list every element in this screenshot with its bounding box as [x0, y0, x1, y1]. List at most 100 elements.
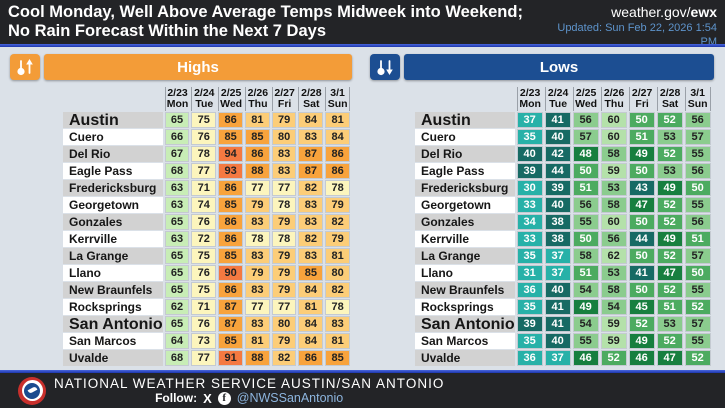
temp-cell: 35	[516, 248, 543, 264]
nws-logo	[18, 376, 46, 405]
column-date: 2/28	[301, 87, 322, 99]
temp-cell: 83	[325, 316, 350, 332]
footer: NATIONAL WEATHER SERVICE AUSTIN/SAN ANTO…	[0, 373, 725, 408]
column-date: 2/28	[659, 87, 681, 99]
table-row: Cuero 66 76 85 85 80 83 84	[63, 129, 350, 145]
temp-cell: 64	[164, 333, 190, 349]
temp-cell: 81	[325, 333, 350, 349]
facebook-icon[interactable]: f	[217, 391, 231, 405]
temp-cell: 85	[218, 248, 244, 264]
temp-cell: 53	[656, 316, 683, 332]
table-corner	[63, 87, 163, 111]
city-label: Austin	[415, 112, 515, 128]
temp-cell: 51	[628, 129, 655, 145]
city-label: La Grange	[415, 248, 515, 264]
column-date: 2/24	[194, 87, 215, 99]
column-header: 3/1 Sun	[684, 87, 711, 111]
temp-cell: 52	[656, 282, 683, 298]
city-label: Cuero	[415, 129, 515, 145]
temp-cell: 80	[271, 316, 297, 332]
temp-cell: 86	[218, 180, 244, 196]
highs-section: Highs 2/23 Mon 2/24 Tue 2/25 Wed 2/26 Thu 2/27 Fr…	[10, 54, 352, 367]
temp-cell: 83	[245, 316, 270, 332]
table-row: Uvalde 36 37 46 52 46 47 52	[415, 350, 711, 366]
temp-cell: 86	[245, 146, 270, 162]
column-day: Tue	[549, 98, 568, 110]
column-date: 2/26	[603, 87, 625, 99]
column-header: 2/27 Fri	[271, 87, 297, 111]
temp-cell: 85	[325, 350, 350, 366]
temp-cell: 76	[191, 129, 217, 145]
table-row: San Marcos 35 40 55 59 49 52 55	[415, 333, 711, 349]
column-date: 2/24	[547, 87, 569, 99]
temp-cell: 52	[656, 197, 683, 213]
temp-cell: 39	[544, 180, 571, 196]
temp-cell: 62	[600, 248, 627, 264]
temp-cell: 57	[684, 129, 711, 145]
temp-cell: 81	[325, 248, 350, 264]
table-row: Georgetown 63 74 85 79 78 83 79	[63, 197, 350, 213]
temp-cell: 37	[544, 265, 571, 281]
site-link[interactable]: weather.gov/ewx	[544, 4, 717, 21]
social-handle[interactable]: @NWSSanAntonio	[236, 390, 344, 405]
temp-cell: 68	[164, 350, 190, 366]
temp-cell: 41	[628, 265, 655, 281]
temp-cell: 76	[191, 316, 217, 332]
temp-cell: 76	[191, 214, 217, 230]
column-header: 2/25 Wed	[572, 87, 599, 111]
city-label: Uvalde	[63, 350, 163, 366]
temp-cell: 56	[684, 214, 711, 230]
city-label: La Grange	[63, 248, 163, 264]
column-day: Fri	[635, 98, 649, 110]
temp-cell: 71	[191, 299, 217, 315]
temp-cell: 43	[628, 180, 655, 196]
highs-title: Highs	[44, 54, 352, 80]
temp-cell: 49	[572, 299, 599, 315]
temp-cell: 37	[516, 112, 543, 128]
temp-cell: 83	[271, 146, 297, 162]
temp-cell: 50	[628, 163, 655, 179]
temp-cell: 79	[271, 248, 297, 264]
table-row: Del Rio 40 42 48 58 49 52 55	[415, 146, 711, 162]
city-label: New Braunfels	[63, 282, 163, 298]
temp-cell: 79	[271, 333, 297, 349]
temp-cell: 84	[298, 282, 324, 298]
table-row: San Marcos 64 73 85 81 79 84 81	[63, 333, 350, 349]
temp-cell: 56	[572, 197, 599, 213]
column-date: 2/26	[247, 87, 269, 99]
x-twitter-icon[interactable]: X	[203, 390, 212, 406]
temp-cell: 66	[164, 129, 190, 145]
content: Highs 2/23 Mon 2/24 Tue 2/25 Wed 2/26 Thu 2/27 Fr…	[0, 47, 725, 370]
temp-cell: 44	[628, 231, 655, 247]
temp-cell: 78	[271, 231, 297, 247]
temp-cell: 59	[600, 163, 627, 179]
temp-cell: 56	[684, 163, 711, 179]
column-day: Thu	[604, 98, 624, 110]
temp-cell: 86	[325, 146, 350, 162]
table-row: Austin 37 41 56 60 50 52 56	[415, 112, 711, 128]
city-label: Uvalde	[415, 350, 515, 366]
temp-cell: 87	[218, 316, 244, 332]
temp-cell: 41	[544, 299, 571, 315]
temp-cell: 40	[544, 197, 571, 213]
column-header: 2/23 Mon	[516, 87, 543, 111]
temp-cell: 35	[516, 129, 543, 145]
temp-cell: 85	[218, 197, 244, 213]
temp-cell: 46	[572, 350, 599, 366]
temp-cell: 34	[516, 214, 543, 230]
column-day: Mon	[166, 98, 189, 110]
temp-cell: 78	[191, 146, 217, 162]
temp-cell: 30	[516, 180, 543, 196]
temp-cell: 55	[684, 197, 711, 213]
column-header-row: 2/23 Mon 2/24 Tue 2/25 Wed 2/26 Thu 2/27 Fri 2/28 S…	[63, 87, 350, 111]
temp-cell: 82	[298, 180, 324, 196]
temp-cell: 78	[325, 180, 350, 196]
city-label: Eagle Pass	[63, 163, 163, 179]
temp-cell: 44	[544, 163, 571, 179]
temp-cell: 60	[600, 214, 627, 230]
temp-cell: 50	[628, 214, 655, 230]
column-day: Thu	[248, 98, 268, 110]
column-day: Tue	[195, 98, 214, 110]
temp-cell: 93	[218, 163, 244, 179]
temp-cell: 48	[572, 146, 599, 162]
